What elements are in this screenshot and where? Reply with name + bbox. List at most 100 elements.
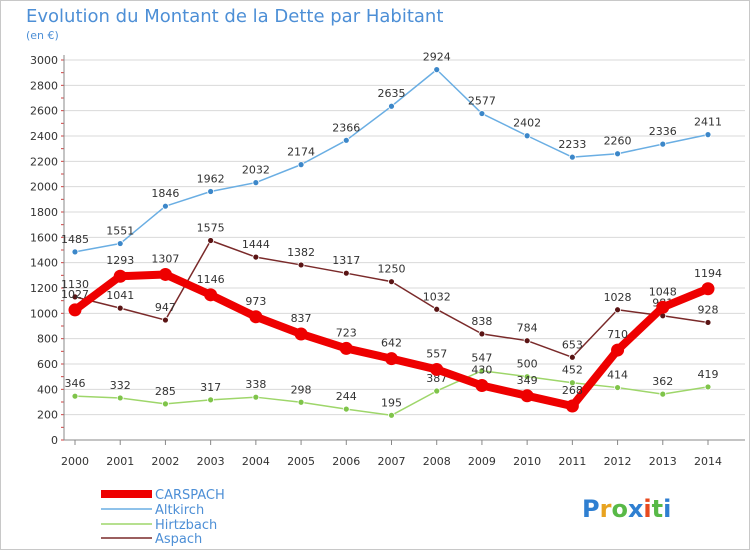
data-point [523,132,531,140]
data-label: 547 [471,352,492,365]
data-point [297,398,305,406]
x-tick-label: 2005 [287,455,315,468]
data-point [249,310,263,324]
data-point [113,269,127,283]
data-label: 1575 [197,222,225,235]
data-label: 452 [562,364,583,377]
data-point [297,161,305,169]
data-label: 2260 [604,135,632,148]
data-label: 1041 [106,289,134,302]
data-point [162,400,169,408]
data-point [162,202,169,210]
data-label: 710 [607,328,628,341]
x-tick-label: 2001 [106,455,134,468]
data-label: 1032 [423,290,451,303]
y-tick-label: 2400 [30,130,58,143]
data-label: 2577 [468,95,496,108]
data-point [71,248,79,256]
data-point [297,261,305,269]
data-label: 928 [698,303,719,316]
data-label: 1317 [332,254,360,267]
logo-letter: r [600,495,612,523]
data-point [388,411,395,419]
logo-letter: t [652,495,663,523]
data-point [614,150,621,158]
y-tick-label: 0 [51,434,58,447]
legend-label: Altkirch [155,503,204,518]
data-label: 1962 [197,172,225,185]
data-label: 1048 [649,285,677,298]
data-point [523,337,531,345]
data-point [568,353,576,361]
data-point [385,352,398,366]
data-point [433,66,441,74]
data-label: 1130 [61,278,89,291]
data-point [430,362,444,376]
data-label: 1382 [287,246,315,259]
data-point [478,110,486,117]
x-tick-label: 2010 [513,455,541,468]
data-point [568,379,576,387]
legend-label: CARSPACH [155,488,225,503]
data-label: 1444 [242,238,270,251]
data-label: 2635 [378,87,406,100]
x-tick-label: 2007 [378,455,406,468]
logo-letter: i [663,495,671,523]
data-label: 784 [517,322,538,335]
x-tick-label: 2013 [649,455,677,468]
series-layer: 1130 1041 947 1575 1444 1382 1317 1250 1032 838 78… [61,51,722,419]
data-label: 2924 [423,51,451,64]
logo-letter: P [582,495,600,523]
data-label: 500 [517,358,538,371]
logo-letter: o [611,495,628,523]
data-point [342,269,350,277]
y-tick-label: 2800 [30,79,58,92]
data-label: 2233 [558,138,586,151]
series-altkirch: 1485 1551 1846 1962 2032 2174 2366 2635 2924 2577… [61,51,722,256]
x-tick-label: 2008 [423,455,451,468]
data-label: 1028 [604,291,632,304]
data-label: 947 [155,301,176,314]
data-label: 723 [336,326,357,339]
data-point [252,253,260,261]
series-carspach: 1027 1293 1307 1146 973 837 723 642 557 430 349 268… [61,252,722,413]
data-point [71,293,79,301]
legend-item-carspach: CARSPACH [101,488,225,503]
data-label: 837 [291,312,312,325]
data-point [659,390,667,398]
data-point [207,396,215,404]
data-label: 1293 [106,254,134,267]
y-tick-label: 1200 [30,282,58,295]
data-point [523,373,531,381]
data-point [252,179,260,187]
data-label: 2411 [694,116,722,129]
data-label: 2336 [649,125,677,138]
data-label: 1551 [106,225,134,238]
data-label: 414 [607,369,628,382]
data-point [204,288,218,302]
series-aspach: 1130 1041 947 1575 1444 1382 1317 1250 1032 838 78… [61,222,719,361]
data-point [478,330,486,338]
data-point [116,394,124,402]
data-label: 332 [110,379,131,392]
data-point [388,102,395,110]
data-point [116,304,124,312]
data-point [388,278,395,286]
data-label: 195 [381,396,402,409]
data-point [614,306,621,314]
data-label: 268 [562,384,583,397]
data-label: 2174 [287,146,315,159]
x-tick-label: 2003 [197,455,225,468]
legend-item-aspach: Aspach [101,532,202,547]
legend-item-altkirch: Altkirch [101,503,204,518]
data-label: 430 [471,364,492,377]
data-point [568,153,576,161]
y-tick-label: 800 [37,333,58,346]
data-label: 346 [65,377,86,390]
data-label: 1485 [61,233,89,246]
data-point [294,327,308,341]
data-point [659,140,667,148]
y-tick-label: 2200 [30,155,58,168]
